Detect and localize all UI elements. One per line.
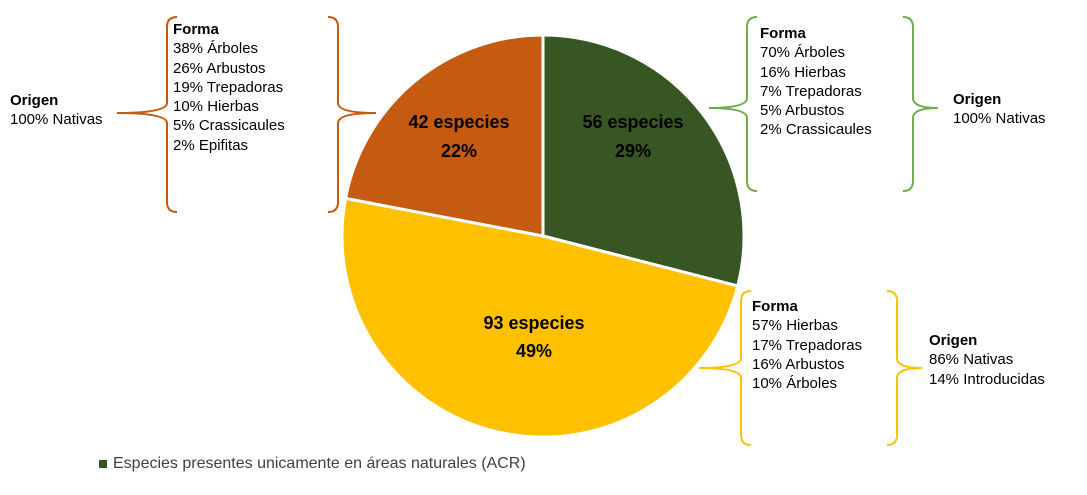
yellow-forma-item: 10% Árboles [752,375,838,393]
green-origen-title: Origen [953,91,1002,108]
slice-labels: 56 especies 29% 93 especies 49% 42 espec… [408,112,683,361]
yellow-origen-item: 14% Introducidas [929,370,1045,388]
legend-swatch [99,460,107,468]
orange-origen-block: Origen 100% Nativas [10,91,103,130]
orange-forma-title: Forma [173,21,219,38]
green-forma-item: 7% Trepadoras [760,82,862,100]
yellow-forma-item: 16% Arbustos [752,355,845,373]
yellow-forma-title: Forma [752,298,798,315]
slice-label-orange-count: 42 especies [408,112,509,132]
green-forma-item: 5% Arbustos [760,102,845,120]
yellow-forma-block: Forma 57% Hierbas 17% Trepadoras 16% Arb… [752,297,862,393]
orange-left-brace [116,16,178,213]
slice-label-green-count: 56 especies [582,112,683,132]
orange-forma-item: 38% Árboles [173,40,259,58]
slice-label-green-percent: 29% [615,141,651,161]
orange-forma-item: 26% Arbustos [173,59,266,77]
orange-forma-item: 10% Hierbas [173,98,259,116]
yellow-origen-title: Origen [929,332,978,349]
orange-origen-title: Origen [10,92,59,109]
orange-forma-item: 2% Epifitas [173,136,249,154]
yellow-origen-item: 86% Nativas [929,351,1014,369]
green-forma-item: 16% Hierbas [760,63,846,81]
legend-label: Especies presentes unicamente en áreas n… [113,455,526,472]
pie-slice-yellow [340,196,740,439]
orange-forma-item: 5% Crassicaules [173,117,285,135]
orange-forma-item: 19% Trepadoras [173,78,284,96]
pie-slice-orange [343,33,545,238]
pie-slices [340,33,746,439]
orange-origen-item: 100% Nativas [10,111,103,129]
green-left-brace [708,16,758,192]
slice-label-yellow-percent: 49% [516,341,552,361]
green-forma-item: 2% Crassicaules [760,121,872,139]
legend: Especies presentes unicamente en áreas n… [99,455,526,473]
green-right-brace [902,16,939,192]
slice-label-orange-percent: 22% [441,141,477,161]
yellow-forma-item: 57% Hierbas [752,317,838,335]
green-forma-title: Forma [760,25,806,42]
yellow-forma-item: 17% Trepadoras [752,336,863,354]
orange-right-brace [327,16,377,213]
green-origen-block: Origen 100% Nativas [953,90,1046,129]
annotation-brackets [116,16,939,446]
slice-label-yellow-count: 93 especies [483,313,584,333]
green-forma-item: 70% Árboles [760,44,846,62]
orange-forma-block: Forma 38% Árboles 26% Arbustos 19% Trepa… [173,20,285,155]
yellow-origen-block: Origen 86% Nativas 14% Introducidas [929,331,1045,389]
yellow-right-brace [886,290,923,446]
yellow-left-brace [698,290,752,446]
green-forma-block: Forma 70% Árboles 16% Hierbas 7% Trepado… [760,24,872,140]
green-origen-item: 100% Nativas [953,110,1046,128]
pie-slice-green [541,33,746,288]
